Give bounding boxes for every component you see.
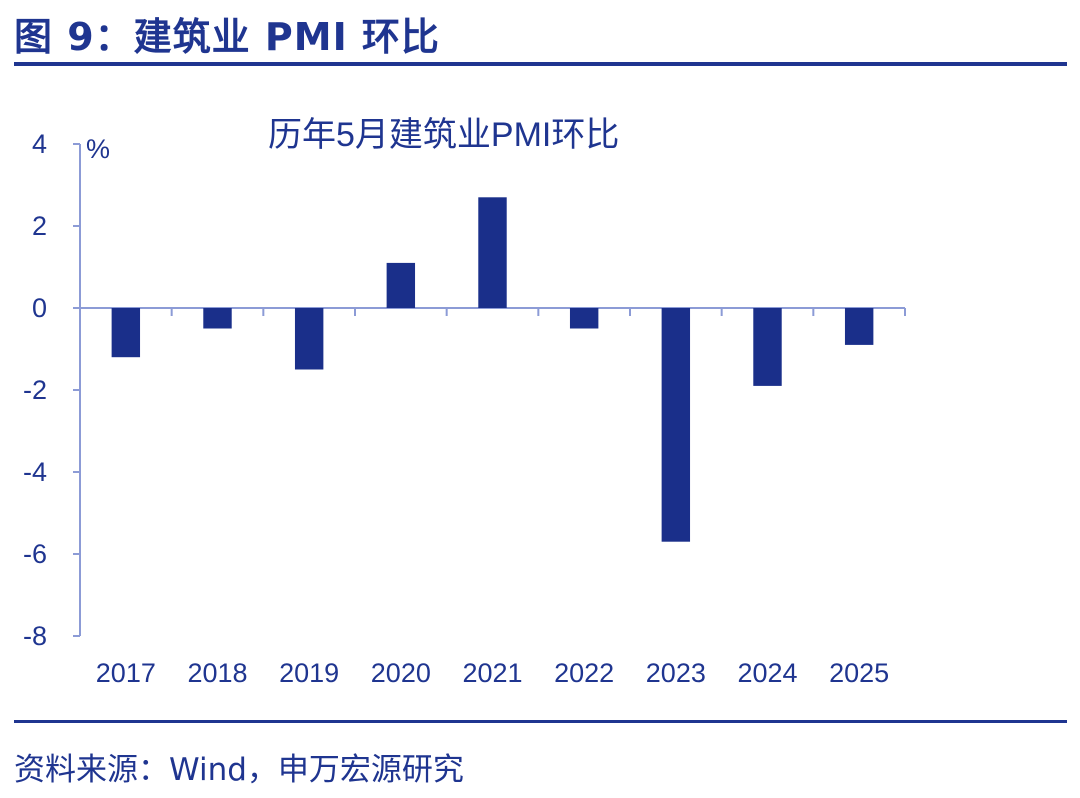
y-tick-label: -4	[23, 457, 47, 487]
bar-2025	[844, 308, 874, 345]
y-tick-label: -2	[23, 375, 47, 405]
x-tick-label: 2021	[462, 658, 522, 688]
bar-2018	[203, 308, 232, 329]
bar-2020	[386, 262, 416, 308]
top-divider	[14, 62, 1067, 66]
x-tick-label: 2020	[371, 658, 431, 688]
bar-chart: 历年5月建筑业PMI环比 % 4 2 0 -2 -4 -6 -8 2017 2018 2019 20…	[23, 116, 906, 688]
bars	[111, 197, 874, 542]
bar-2017	[111, 308, 141, 358]
y-tick-label: -6	[23, 539, 47, 569]
x-tick-label: 2017	[96, 658, 156, 688]
y-tick-label: 4	[32, 129, 47, 159]
x-tick-label: 2024	[737, 658, 797, 688]
y-tick-label: -8	[23, 621, 47, 651]
chart-title: 历年5月建筑业PMI环比	[268, 116, 619, 154]
bar-2024	[753, 308, 782, 386]
bar-2019	[294, 308, 324, 370]
x-tick-label: 2018	[187, 658, 247, 688]
source-note: 资料来源：Wind，申万宏源研究	[14, 752, 464, 788]
bar-2022	[569, 308, 599, 329]
x-tick-label: 2025	[829, 658, 889, 688]
axis-labels: 4 2 0 -2 -4 -6 -8 2017 2018 2019 2020 2021 2022 2023 2…	[23, 129, 889, 688]
bottom-divider	[14, 720, 1067, 723]
bar-2021	[478, 197, 507, 308]
y-tick-label: 0	[32, 293, 47, 323]
figure-title: 图 9：建筑业 PMI 环比	[14, 15, 440, 59]
x-tick-label: 2023	[646, 658, 706, 688]
y-tick-label: 2	[32, 211, 47, 241]
x-tick-label: 2022	[554, 658, 614, 688]
unit-label: %	[86, 134, 110, 164]
x-tick-label: 2019	[279, 658, 339, 688]
bar-2023	[661, 308, 691, 542]
